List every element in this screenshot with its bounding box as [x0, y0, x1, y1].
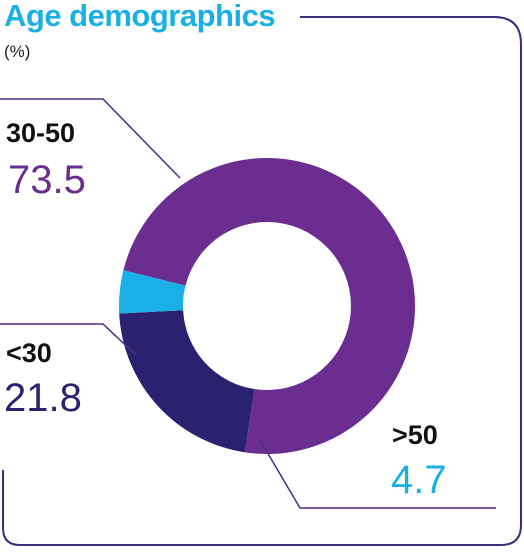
value-label-under-30: 21.8	[4, 376, 82, 420]
leader-line-over-50	[259, 439, 496, 509]
category-label-30-50: 30-50	[6, 118, 76, 148]
value-label-30-50: 73.5	[8, 158, 86, 202]
slices-group	[119, 158, 416, 454]
leader-line-under-30	[0, 323, 137, 356]
slice-30-50	[123, 158, 416, 454]
category-label-over-50: >50	[392, 420, 438, 450]
panel-frame	[2, 16, 522, 546]
chart-subtitle: (%)	[4, 42, 31, 61]
chart-title: Age demographics	[4, 0, 276, 33]
value-label-over-50: 4.7	[391, 458, 447, 502]
category-label-under-30: <30	[6, 338, 52, 368]
leader-line-30-50	[0, 98, 181, 179]
leader-lines	[0, 98, 496, 509]
slice-over-50	[119, 270, 186, 314]
slice-under-30	[119, 310, 255, 453]
